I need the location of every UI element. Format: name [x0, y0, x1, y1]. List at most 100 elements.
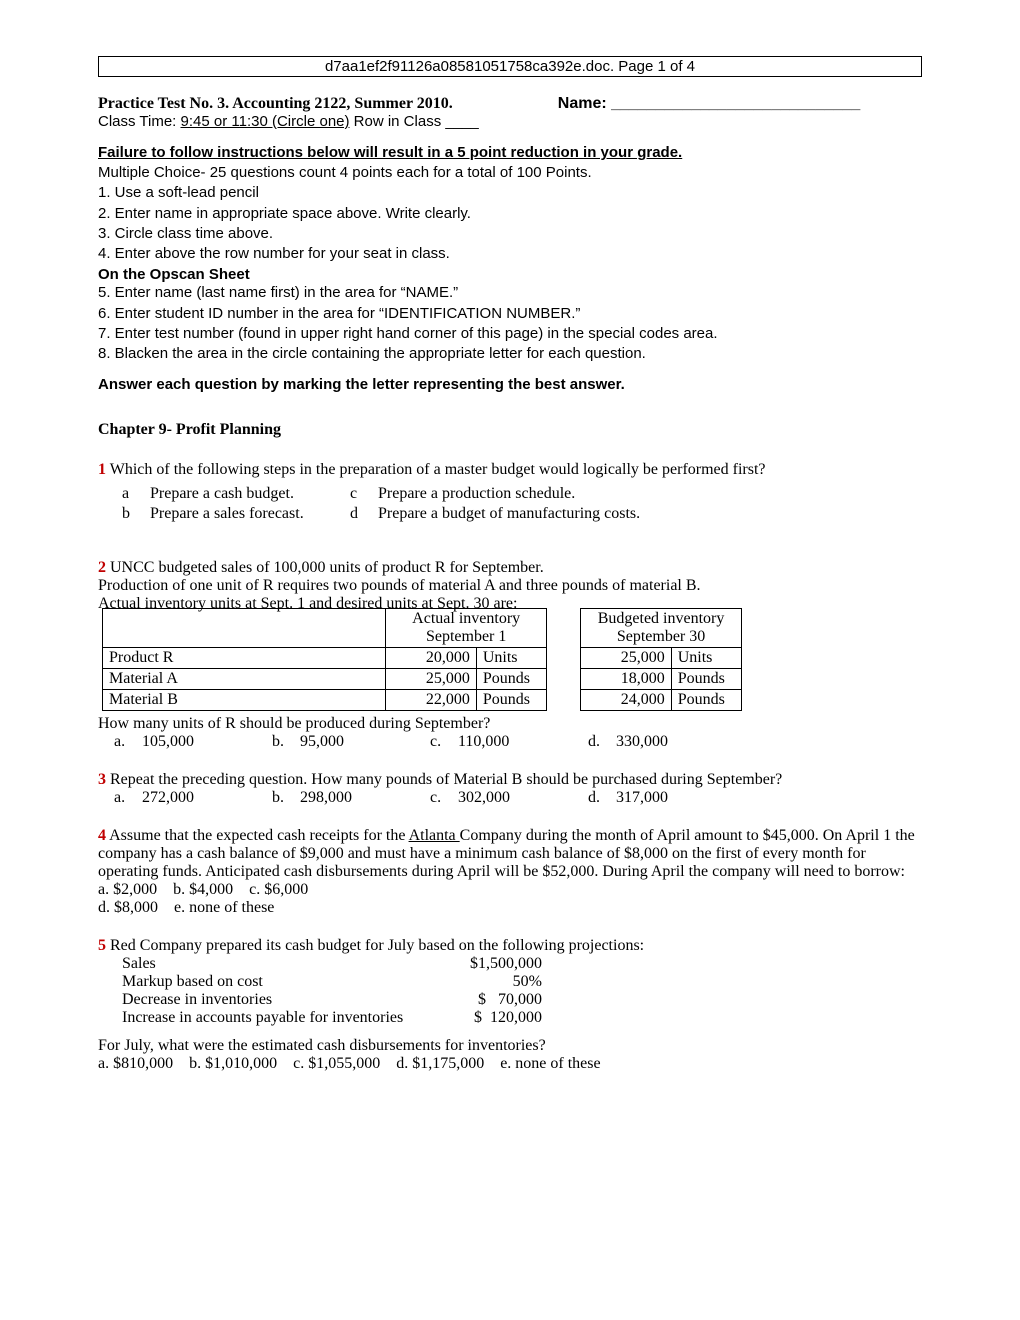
- inv-r0-bnum: 25,000: [581, 648, 672, 669]
- q5-r3-label: Increase in accounts payable for invento…: [122, 1009, 442, 1027]
- mc-description: Multiple Choice- 25 questions count 4 po…: [98, 163, 922, 183]
- q4-number: 4: [98, 827, 106, 844]
- test-title: Practice Test No. 3. Accounting 2122, Su…: [98, 95, 453, 113]
- q2-line1: UNCC budgeted sales of 100,000 units of …: [106, 559, 544, 576]
- inv-r2-bunit: Pounds: [671, 690, 741, 711]
- q2-follow: How many units of R should be produced d…: [98, 715, 922, 733]
- q5-r1-label: Markup based on cost: [122, 973, 442, 991]
- q3-c: 302,000: [458, 789, 588, 807]
- q2-number: 2: [98, 559, 106, 576]
- q1-answers: aPrepare a cash budget. cPrepare a produ…: [122, 485, 922, 523]
- inv-r0-bunit: Units: [671, 648, 741, 669]
- q2-c-l: c.: [430, 733, 458, 751]
- q2-a: 105,000: [142, 733, 272, 751]
- q3-text: Repeat the preceding question. How many …: [106, 771, 782, 788]
- inv-r1-bnum: 18,000: [581, 669, 672, 690]
- inv-r2-bnum: 24,000: [581, 690, 672, 711]
- instruction-2: 2. Enter name in appropriate space above…: [98, 204, 922, 224]
- inv-row-material-a: Material A 25,000 Pounds 18,000 Pounds: [103, 669, 742, 690]
- inventory-table-main: Actual inventory September 1 Budgeted in…: [102, 608, 742, 711]
- q1-a: Prepare a cash budget.: [150, 485, 350, 503]
- inv-header-blank: [103, 609, 386, 648]
- inv-header-budget: Budgeted inventory September 30: [581, 609, 742, 648]
- inv-r1-anum: 25,000: [386, 669, 477, 690]
- q1-b-label: b: [122, 505, 150, 523]
- instruction-8: 8. Blacken the area in the circle contai…: [98, 344, 922, 364]
- q3-d-l: d.: [588, 789, 616, 807]
- inv-r0-aunit: Units: [476, 648, 546, 669]
- q1-number: 1: [98, 461, 106, 478]
- inv-budget-l1: Budgeted inventory: [598, 610, 725, 627]
- class-time-row: Class Time: 9:45 or 11:30 (Circle one) R…: [98, 113, 922, 130]
- q2-c: 110,000: [458, 733, 588, 751]
- q4-pre: Assume that the expected cash receipts f…: [106, 827, 409, 844]
- q5-text: Red Company prepared its cash budget for…: [106, 937, 644, 954]
- opscan-heading: On the Opscan Sheet: [98, 266, 922, 283]
- q1-text: Which of the following steps in the prep…: [106, 461, 766, 478]
- q3-answers: a.272,000 b.298,000 c.302,000 d.317,000: [114, 789, 922, 807]
- q5-projection-table: Sales$1,500,000 Markup based on cost50% …: [122, 955, 922, 1027]
- inv-budget-l2: September 30: [617, 628, 705, 645]
- q4-ans-line1: a. $2,000 b. $4,000 c. $6,000: [98, 881, 922, 899]
- answer-instructions: Answer each question by marking the lett…: [98, 376, 922, 393]
- q5-number: 5: [98, 937, 106, 954]
- q3-c-l: c.: [430, 789, 458, 807]
- q5-r0-val: $1,500,000: [442, 955, 542, 973]
- q5-answers: a. $810,000 b. $1,010,000 c. $1,055,000 …: [98, 1055, 922, 1073]
- q5-follow: For July, what were the estimated cash d…: [98, 1037, 922, 1055]
- row-in-class: Row in Class ____: [350, 113, 479, 130]
- class-time-label: Class Time:: [98, 113, 181, 130]
- inv-r1-bunit: Pounds: [671, 669, 741, 690]
- q3-b-l: b.: [272, 789, 300, 807]
- q1: 1 Which of the following steps in the pr…: [98, 461, 922, 479]
- inv-r2-anum: 22,000: [386, 690, 477, 711]
- q4-ans-line2: d. $8,000 e. none of these: [98, 899, 922, 917]
- title-row: Practice Test No. 3. Accounting 2122, Su…: [98, 95, 922, 113]
- instruction-7: 7. Enter test number (found in upper rig…: [98, 324, 922, 344]
- instruction-5: 5. Enter name (last name first) in the a…: [98, 283, 922, 303]
- inv-row-material-b: Material B 22,000 Pounds 24,000 Pounds: [103, 690, 742, 711]
- failure-warning: Failure to follow instructions below wil…: [98, 144, 922, 161]
- inv-r0-anum: 20,000: [386, 648, 477, 669]
- inv-actual-l1: Actual inventory: [412, 610, 520, 627]
- q1-a-label: a: [122, 485, 150, 503]
- q5: 5 Red Company prepared its cash budget f…: [98, 937, 922, 955]
- q3-b: 298,000: [300, 789, 430, 807]
- q2-b-l: b.: [272, 733, 300, 751]
- q3: 3 Repeat the preceding question. How man…: [98, 771, 922, 789]
- q5-r3-val: $ 120,000: [442, 1009, 542, 1027]
- q2-d-l: d.: [588, 733, 616, 751]
- inv-r1-aunit: Pounds: [476, 669, 546, 690]
- q2: 2 UNCC budgeted sales of 100,000 units o…: [98, 559, 922, 577]
- q3-a: 272,000: [142, 789, 272, 807]
- q2-answers: a.105,000 b.95,000 c.110,000 d.330,000: [114, 733, 922, 751]
- q3-number: 3: [98, 771, 106, 788]
- inv-r1-item: Material A: [103, 669, 386, 690]
- q2-a-l: a.: [114, 733, 142, 751]
- q1-b: Prepare a sales forecast.: [150, 505, 350, 523]
- instruction-3: 3. Circle class time above.: [98, 224, 922, 244]
- inv-header-actual: Actual inventory September 1: [386, 609, 547, 648]
- q5-r0-label: Sales: [122, 955, 442, 973]
- inv-r2-aunit: Pounds: [476, 690, 546, 711]
- q5-r2-label: Decrease in inventories: [122, 991, 442, 1009]
- q4: 4 Assume that the expected cash receipts…: [98, 827, 922, 881]
- q2-b: 95,000: [300, 733, 430, 751]
- instruction-6: 6. Enter student ID number in the area f…: [98, 304, 922, 324]
- class-time-options: 9:45 or 11:30 (Circle one): [181, 113, 350, 130]
- name-field-label: Name: ____________________________: [558, 95, 861, 113]
- chapter-heading: Chapter 9- Profit Planning: [98, 421, 922, 439]
- inv-actual-l2: September 1: [426, 628, 506, 645]
- q3-d: 317,000: [616, 789, 922, 807]
- q3-a-l: a.: [114, 789, 142, 807]
- q5-r2-val: $ 70,000: [442, 991, 542, 1009]
- filename-header: d7aa1ef2f91126a08581051758ca392e.doc. Pa…: [98, 56, 922, 77]
- q1-c-label: c: [350, 485, 378, 503]
- q5-r1-val: 50%: [442, 973, 542, 991]
- inv-r0-item: Product R: [103, 648, 386, 669]
- q2-d: 330,000: [616, 733, 922, 751]
- q1-c: Prepare a production schedule.: [378, 485, 922, 503]
- instruction-4: 4. Enter above the row number for your s…: [98, 244, 922, 264]
- q4-atlanta: Atlanta: [409, 827, 460, 844]
- q1-d: Prepare a budget of manufacturing costs.: [378, 505, 922, 523]
